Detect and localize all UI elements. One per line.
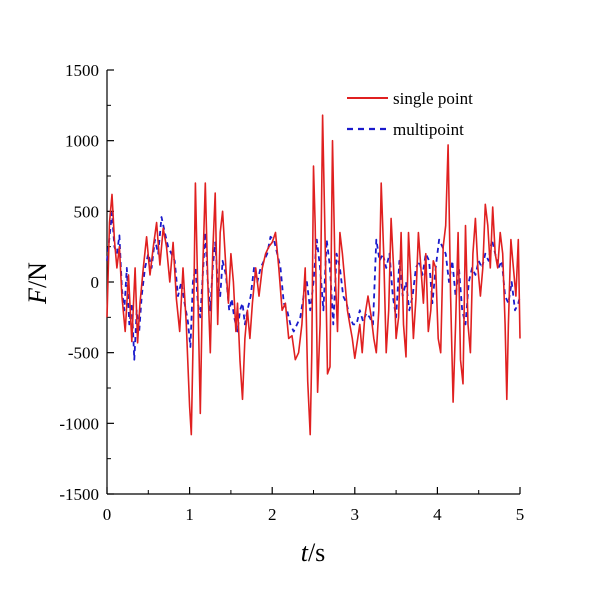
y-tick-label: -1500 — [59, 485, 99, 504]
y-tick-label: -500 — [68, 344, 99, 363]
x-axis-unit: /s — [308, 538, 325, 567]
y-tick-label: 1000 — [65, 132, 99, 151]
y-tick-labels: -1500 -1000 -500 0 500 1000 1500 — [59, 61, 99, 504]
y-axis-title: F/N — [23, 262, 52, 305]
y-axis-variable: F — [23, 287, 52, 305]
y-tick-label: 500 — [74, 202, 100, 221]
legend-label-multipoint: multipoint — [393, 120, 464, 139]
x-tick-label: 5 — [516, 505, 525, 524]
y-axis-unit: /N — [23, 262, 52, 288]
x-tick-label: 2 — [268, 505, 277, 524]
x-axis-variable: t — [301, 538, 309, 567]
legend: single point multipoint — [347, 89, 473, 139]
series-lines — [106, 114, 521, 436]
x-tick-labels: 0 1 2 3 4 5 — [103, 505, 525, 524]
x-tick-label: 4 — [433, 505, 442, 524]
x-tick-label: 3 — [351, 505, 360, 524]
x-axis-title: t/s — [301, 538, 326, 567]
series-line-multipoint — [106, 211, 521, 361]
series-line-single-point — [106, 114, 521, 436]
x-tick-label: 1 — [185, 505, 194, 524]
x-tick-label: 0 — [103, 505, 112, 524]
y-tick-label: -1000 — [59, 414, 99, 433]
legend-label-single-point: single point — [393, 89, 473, 108]
y-tick-label: 0 — [91, 273, 100, 292]
y-tick-label: 1500 — [65, 61, 99, 80]
